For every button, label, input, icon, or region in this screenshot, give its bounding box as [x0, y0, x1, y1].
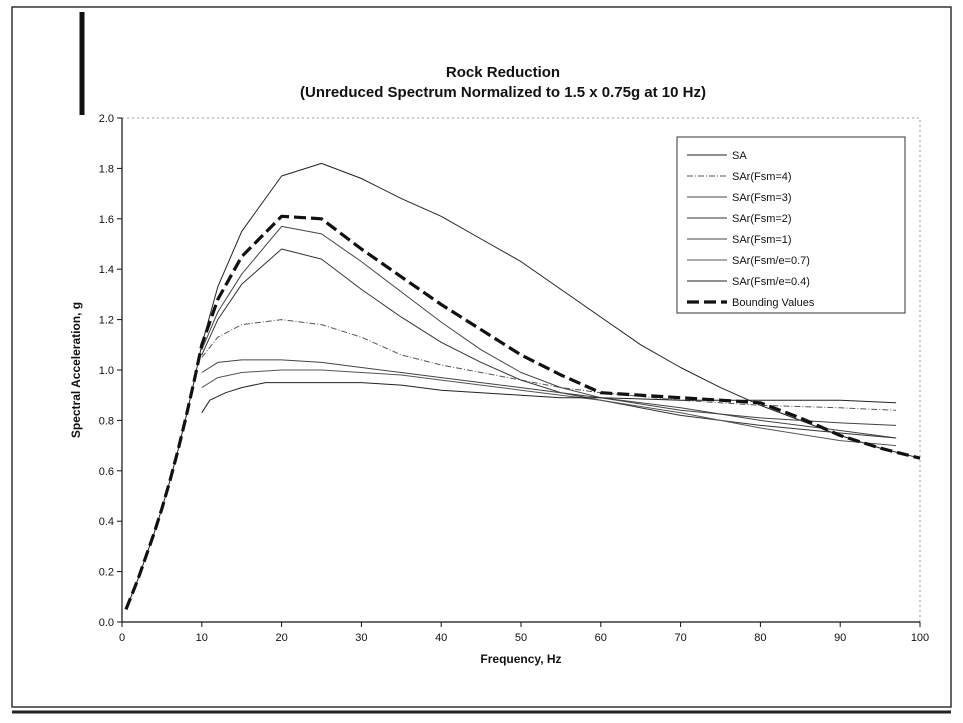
outer-border	[11, 6, 952, 708]
x-tick-label: 20	[275, 632, 287, 644]
legend-label-5: SAr(Fsm/e=0.7)	[732, 255, 810, 267]
x-tick-label: 70	[674, 632, 686, 644]
series-line-6	[201, 382, 897, 414]
legend-label-3: SAr(Fsm=2)	[732, 213, 792, 225]
y-tick-label: 1.6	[99, 214, 114, 226]
y-tick-label: 1.0	[99, 365, 114, 377]
y-tick-label: 0.0	[99, 617, 114, 629]
chart-title: Rock Reduction	[446, 64, 560, 81]
axis-ticks: 0 10 20 30 40 50 60 70 80 90 100 0.0 0.2 0.4 0.6 0.8 1.0…	[99, 113, 929, 644]
legend-box	[676, 136, 906, 314]
x-tick-label: 50	[515, 632, 527, 644]
y-tick-label: 2.0	[99, 113, 114, 125]
x-tick-label: 100	[911, 632, 929, 644]
y-tick-label: 1.2	[99, 315, 114, 327]
legend-label-4: SAr(Fsm=1)	[732, 234, 792, 246]
x-tick-label: 30	[355, 632, 367, 644]
x-tick-label: 60	[595, 632, 607, 644]
y-tick-label: 0.2	[99, 567, 114, 579]
legend-label-2: SAr(Fsm=3)	[732, 192, 792, 204]
x-tick-label: 10	[196, 632, 208, 644]
x-tick-label: 90	[834, 632, 846, 644]
legend-label-6: SAr(Fsm/e=0.4)	[732, 276, 810, 288]
series-line-1	[201, 319, 897, 411]
series-line-5	[201, 369, 897, 447]
legend-label-0: SA	[732, 150, 747, 162]
legend-label-1: SAr(Fsm=4)	[732, 171, 792, 183]
y-tick-label: 0.6	[99, 466, 114, 478]
y-tick-label: 1.4	[99, 264, 114, 276]
series-layer	[124, 162, 921, 610]
series-line-7	[124, 214, 921, 610]
chart-subtitle: (Unreduced Spectrum Normalized to 1.5 x …	[300, 84, 706, 101]
x-tick-label: 40	[435, 632, 447, 644]
legend: SA SAr(Fsm=4) SAr(Fsm=3) SAr(Fsm=2) SAr(Fsm=…	[687, 150, 815, 309]
series-line-4	[201, 359, 897, 439]
x-tick-label: 80	[754, 632, 766, 644]
x-tick-label: 0	[119, 632, 125, 644]
x-axis-label: Frequency, Hz	[480, 652, 561, 666]
y-tick-label: 1.8	[99, 163, 114, 175]
y-axis-label: Spectral Acceleration, g	[69, 302, 83, 438]
legend-label-7: Bounding Values	[732, 297, 815, 309]
y-tick-label: 0.8	[99, 415, 114, 427]
y-tick-label: 0.4	[99, 516, 114, 528]
